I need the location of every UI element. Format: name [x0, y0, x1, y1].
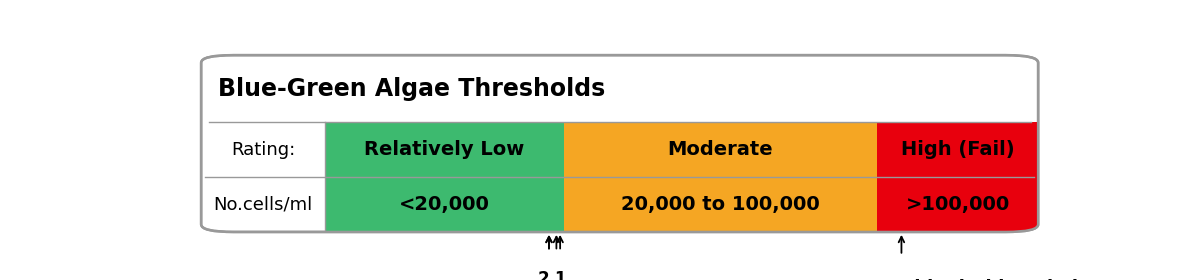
Text: Relatively Low: Relatively Low: [364, 140, 524, 159]
Bar: [325, 122, 564, 177]
Text: Moderate: Moderate: [667, 140, 773, 159]
Text: No.cells/ml: No.cells/ml: [214, 195, 313, 214]
Bar: [564, 122, 877, 177]
Text: >100,000: >100,000: [906, 195, 1010, 214]
Bar: [325, 177, 564, 232]
Bar: [564, 177, 877, 232]
Text: Blue-Green Algae Thresholds: Blue-Green Algae Thresholds: [218, 77, 605, 101]
Text: <20,000: <20,000: [398, 195, 490, 214]
Bar: [877, 177, 1038, 232]
Text: 2: 2: [538, 270, 550, 280]
Text: Rating:: Rating:: [230, 141, 295, 159]
Bar: [877, 122, 1038, 177]
Text: 20,000 to 100,000: 20,000 to 100,000: [622, 195, 820, 214]
Text: 1: 1: [554, 270, 566, 280]
Text: World Triathlon Limit: World Triathlon Limit: [874, 279, 1087, 280]
FancyBboxPatch shape: [202, 55, 1038, 232]
Text: High (Fail): High (Fail): [901, 140, 1015, 159]
